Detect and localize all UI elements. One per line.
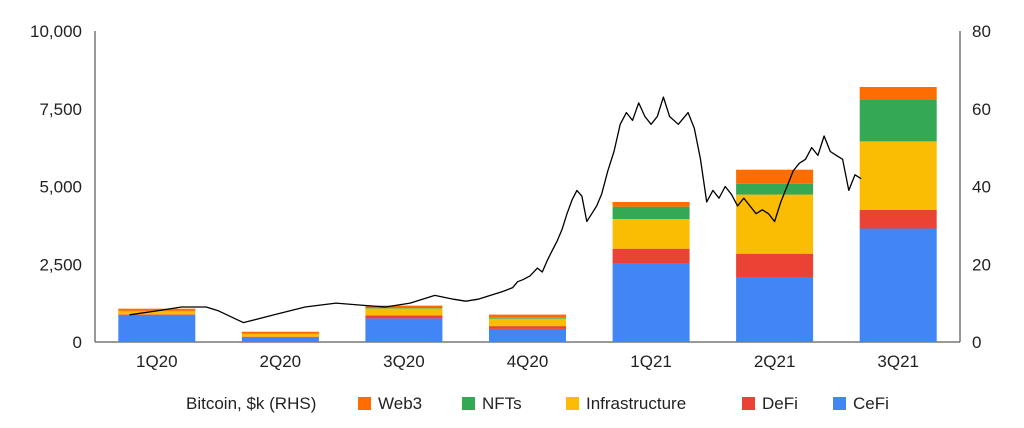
legend-label-bitcoin: Bitcoin, $k (RHS) [186,394,316,413]
bar-cefi-1q20 [118,315,195,342]
bar-web3-2q20 [242,332,319,334]
x-tick-label: 2Q21 [754,352,796,371]
bar-cefi-3q20 [365,318,442,342]
bar-infrastructure-1q21 [613,219,690,249]
x-tick-label: 3Q20 [383,352,425,371]
bar-infrastructure-3q20 [365,308,442,315]
x-tick-label: 1Q21 [630,352,672,371]
bar-defi-2q21 [736,254,813,277]
right-tick-label: 60 [972,100,991,119]
legend-label-web3: Web3 [378,394,422,413]
bar-nfts-4q20 [489,318,566,319]
bar-defi-3q21 [860,210,937,229]
left-tick-label: 0 [73,333,82,352]
bar-defi-3q20 [365,315,442,318]
left-tick-label: 10,000 [30,22,82,41]
legend-label-nfts: NFTs [482,394,522,413]
axes-group [95,31,960,342]
bar-infrastructure-3q21 [860,141,937,209]
legend: Bitcoin, $k (RHS) Web3 NFTs Infrastructure D… [186,394,889,413]
bar-defi-2q20 [242,337,319,338]
bar-nfts-1q21 [613,207,690,219]
bar-cefi-2q21 [736,277,813,342]
left-tick-label: 7,500 [39,100,82,119]
legend-swatch-cefi [833,397,846,410]
bar-nfts-3q21 [860,99,937,141]
bar-infrastructure-4q20 [489,319,566,327]
legend-label-cefi: CeFi [853,394,889,413]
legend-label-infrastructure: Infrastructure [586,394,686,413]
left-tick-label: 5,000 [39,178,82,197]
right-tick-label: 20 [972,255,991,274]
bar-infrastructure-1q20 [118,311,195,314]
bar-web3-4q20 [489,315,566,318]
bar-defi-4q20 [489,326,566,329]
bar-infrastructure-2q20 [242,334,319,337]
bar-cefi-4q20 [489,329,566,342]
bar-web3-1q21 [613,202,690,207]
legend-label-defi: DeFi [762,394,798,413]
left-tick-label: 2,500 [39,255,82,274]
legend-swatch-defi [742,397,755,410]
bar-cefi-3q21 [860,229,937,343]
x-tick-label: 1Q20 [136,352,178,371]
bar-cefi-2q20 [242,338,319,342]
right-tick-label: 40 [972,178,991,197]
legend-swatch-infrastructure [566,397,579,410]
x-tick-label: 2Q20 [260,352,302,371]
bar-web3-3q21 [860,87,937,99]
bar-cefi-1q21 [613,264,690,342]
bar-web3-2q21 [736,170,813,184]
bar-nfts-3q20 [365,308,442,309]
bar-nfts-2q21 [736,184,813,195]
legend-swatch-nfts [462,397,475,410]
x-tick-label: 4Q20 [507,352,549,371]
bar-defi-1q21 [613,249,690,264]
right-tick-label: 0 [972,333,981,352]
legend-swatch-web3 [358,397,371,410]
bars-group [118,87,936,342]
x-tick-label: 3Q21 [877,352,919,371]
right-tick-label: 80 [972,22,991,41]
